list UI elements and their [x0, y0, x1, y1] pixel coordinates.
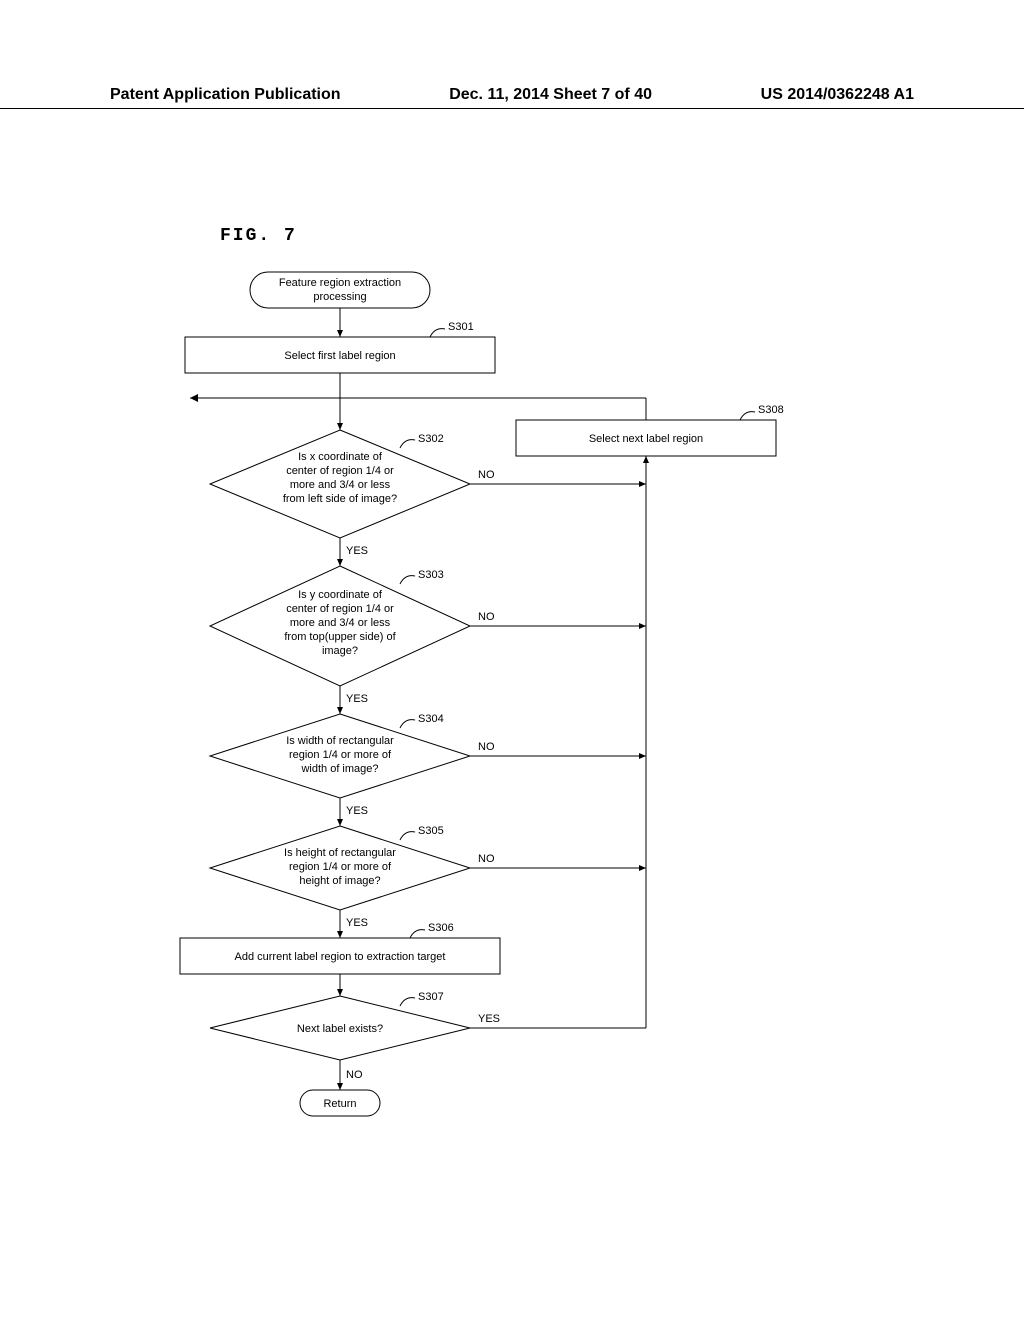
s307-label: S307 [418, 991, 444, 1003]
s303-t3: more and 3/4 or less [290, 617, 391, 629]
s306-text: Add current label region to extraction t… [235, 951, 446, 963]
return-text: Return [323, 1098, 356, 1110]
s303-no: NO [478, 611, 495, 623]
s305-yes: YES [346, 917, 368, 929]
flowchart: Feature region extraction processing Sel… [160, 270, 820, 1140]
s302-leader [400, 440, 415, 448]
header-left: Patent Application Publication [110, 86, 341, 104]
s302-no: NO [478, 469, 495, 481]
s303-t4: from top(upper side) of [284, 631, 396, 643]
s305-leader [400, 832, 415, 840]
s302-label: S302 [418, 433, 444, 445]
s307-text: Next label exists? [297, 1023, 383, 1035]
s305-t3: height of image? [299, 875, 380, 887]
header-right: US 2014/0362248 A1 [761, 86, 914, 104]
s302-t4: from left side of image? [283, 493, 397, 505]
page-header: Patent Application Publication Dec. 11, … [0, 86, 1024, 109]
start-text-1: Feature region extraction [279, 277, 401, 289]
s304-t2: region 1/4 or more of [289, 749, 392, 761]
s304-t1: Is width of rectangular [286, 735, 394, 747]
s302-yes: YES [346, 545, 368, 557]
s304-leader [400, 720, 415, 728]
s304-yes: YES [346, 805, 368, 817]
s308-text: Select next label region [589, 433, 703, 445]
s301-text: Select first label region [284, 350, 395, 362]
figure-label: FIG. 7 [220, 226, 297, 246]
s308-label: S308 [758, 404, 784, 416]
s305-t2: region 1/4 or more of [289, 861, 392, 873]
s305-t1: Is height of rectangular [284, 847, 396, 859]
s303-t5: image? [322, 645, 358, 657]
s303-t2: center of region 1/4 or [286, 603, 394, 615]
s303-t1: Is y coordinate of [298, 589, 383, 601]
s307-leader [400, 998, 415, 1006]
s303-yes: YES [346, 693, 368, 705]
s305-no: NO [478, 853, 495, 865]
s305-label: S305 [418, 825, 444, 837]
header-center: Dec. 11, 2014 Sheet 7 of 40 [449, 86, 652, 104]
s303-label: S303 [418, 569, 444, 581]
s304-label: S304 [418, 713, 444, 725]
s302-t2: center of region 1/4 or [286, 465, 394, 477]
s307-yes: YES [478, 1013, 500, 1025]
start-text-2: processing [313, 291, 366, 303]
s301-label: S301 [448, 321, 474, 333]
s304-t3: width of image? [300, 763, 378, 775]
merge-arrow-left [190, 394, 198, 402]
s302-t3: more and 3/4 or less [290, 479, 391, 491]
s308-leader [740, 412, 755, 420]
s306-leader [410, 930, 425, 938]
s303-leader [400, 576, 415, 584]
s307-no: NO [346, 1069, 363, 1081]
s302-t1: Is x coordinate of [298, 451, 383, 463]
s301-leader [430, 329, 445, 337]
s306-label: S306 [428, 922, 454, 934]
s304-no: NO [478, 741, 495, 753]
